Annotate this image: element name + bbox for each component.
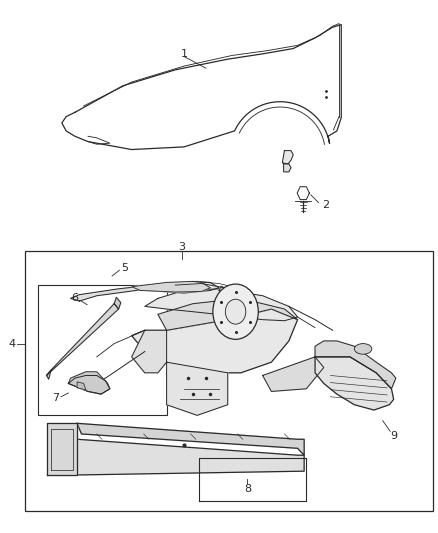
Polygon shape — [62, 25, 341, 150]
Polygon shape — [132, 330, 166, 373]
Polygon shape — [158, 298, 297, 330]
Text: 1: 1 — [180, 49, 187, 59]
Polygon shape — [145, 289, 297, 321]
Polygon shape — [114, 297, 121, 309]
Polygon shape — [283, 151, 293, 164]
Polygon shape — [219, 286, 237, 298]
Text: 7: 7 — [52, 393, 59, 403]
Polygon shape — [132, 281, 210, 292]
Text: 2: 2 — [322, 200, 329, 211]
Polygon shape — [77, 423, 304, 455]
Text: 4: 4 — [8, 338, 15, 349]
Circle shape — [213, 284, 258, 340]
Polygon shape — [71, 281, 219, 301]
Polygon shape — [77, 382, 86, 390]
Polygon shape — [68, 375, 110, 394]
Ellipse shape — [354, 344, 372, 354]
Polygon shape — [46, 370, 51, 379]
Polygon shape — [315, 357, 394, 410]
Bar — [38, 285, 166, 415]
Bar — [25, 251, 433, 511]
Polygon shape — [132, 309, 297, 373]
Circle shape — [226, 299, 246, 324]
Polygon shape — [46, 423, 77, 475]
Polygon shape — [263, 357, 324, 391]
Text: 6: 6 — [71, 293, 78, 303]
Polygon shape — [315, 341, 396, 389]
Text: 3: 3 — [178, 242, 185, 252]
Polygon shape — [46, 304, 119, 375]
Polygon shape — [68, 372, 110, 394]
Text: 8: 8 — [244, 484, 251, 494]
Text: 9: 9 — [390, 431, 397, 441]
Polygon shape — [77, 439, 304, 475]
Polygon shape — [284, 164, 291, 172]
Polygon shape — [166, 362, 228, 415]
Text: 5: 5 — [122, 263, 129, 273]
